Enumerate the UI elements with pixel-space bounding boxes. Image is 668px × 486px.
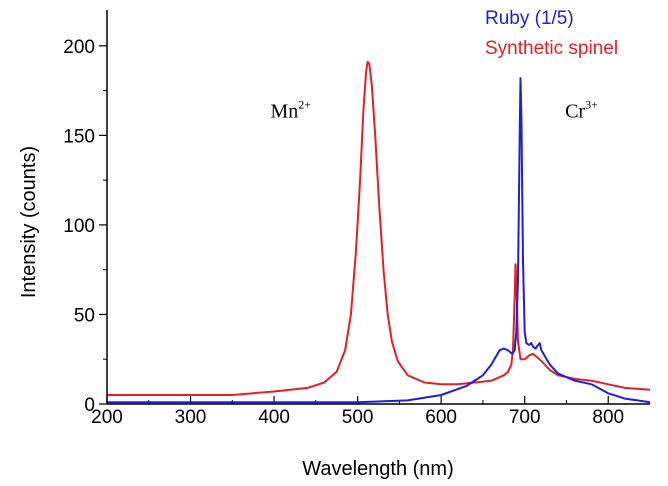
axes: [106, 10, 650, 405]
legend-entry-1: Synthetic spinel: [485, 38, 618, 59]
ion-annotation-sup-1: 3+: [585, 97, 598, 111]
y-tick-label-0: 0: [84, 395, 95, 416]
ion-annotation-sup-0: 2+: [298, 97, 311, 111]
ion-annotation-base-1: Cr: [565, 100, 585, 122]
series-lines: [107, 60, 651, 404]
y-tick-label-3: 150: [63, 126, 95, 147]
x-tick-label-0: 200: [91, 407, 123, 428]
ion-annotation-0: Mn2+: [270, 97, 311, 122]
series-line-1: [107, 60, 651, 396]
x-tick-label-2: 400: [258, 407, 290, 428]
ion-annotation-1: Cr3+: [565, 97, 598, 122]
x-tick-label-4: 600: [425, 407, 457, 428]
ion-annotation-base-0: Mn: [270, 100, 298, 122]
tick-labels: 200 300 400 500 600 700 800 0 50 100 150 200: [63, 37, 624, 428]
legend: Ruby (1/5) Synthetic spinel: [485, 8, 618, 59]
annotations: Mn2+ Cr3+: [270, 97, 598, 122]
y-axis-title: Intensity (counts): [18, 146, 40, 298]
tick-marks: [99, 45, 609, 405]
x-axis-title: Wavelength (nm): [302, 458, 454, 480]
x-tick-label-3: 500: [342, 407, 374, 428]
x-tick-label-6: 800: [592, 407, 624, 428]
x-tick-label-1: 300: [175, 407, 207, 428]
x-tick-label-5: 700: [509, 407, 541, 428]
legend-entry-0: Ruby (1/5): [485, 8, 574, 29]
y-tick-label-4: 200: [63, 37, 95, 58]
y-tick-label-1: 50: [74, 305, 95, 326]
series-line-0: [107, 77, 651, 404]
y-tick-label-2: 100: [63, 216, 95, 237]
